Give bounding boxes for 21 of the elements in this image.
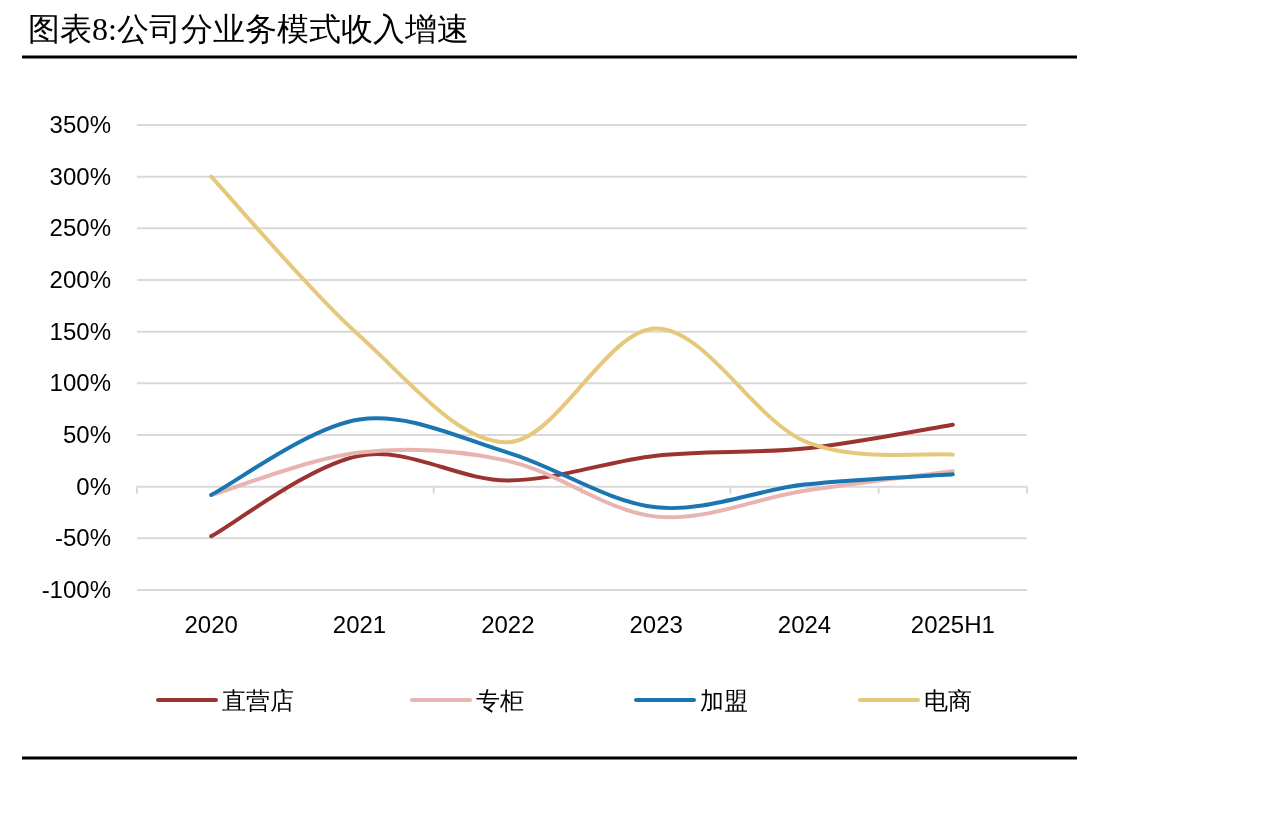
legend-label: 专柜 [476,688,524,714]
y-tick-label: -50% [54,524,111,552]
legend-label: 加盟 [700,688,748,714]
title: 图表8:公司分业务模式收入增速 [28,11,469,47]
legend-label: 直营店 [222,688,294,714]
y-tick-label: 100% [49,369,111,397]
y-tick-label: 50% [62,421,111,448]
y-tick-label: 150% [49,317,111,345]
x-tick-label: 2023 [629,611,683,638]
y-tick-label: 300% [49,162,111,190]
x-tick-label: 2020 [184,611,238,638]
x-tick-label: 2022 [481,611,535,638]
y-tick-label: 350% [49,111,111,138]
legend-label: 电商 [924,688,972,714]
y-tick-label: -100% [41,576,111,603]
x-tick-label: 2024 [777,611,832,638]
y-tick-label: 250% [49,214,111,242]
x-tick-label: 2021 [332,611,387,638]
x-tick-label: 2025H1 [910,611,995,638]
y-tick-label: 0% [76,472,111,500]
y-tick-label: 200% [49,266,111,293]
